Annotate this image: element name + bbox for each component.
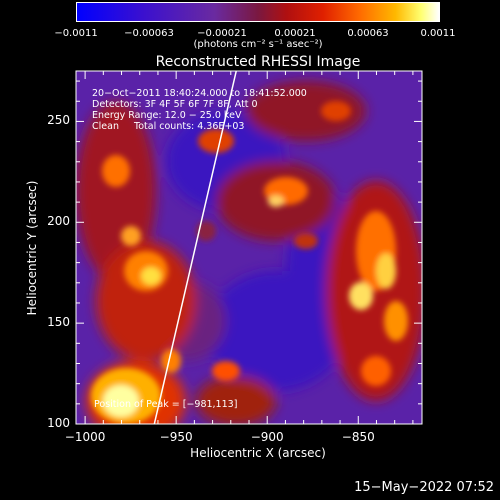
annotation-energy: Energy Range: 12.0 − 25.0 keV [92,110,242,121]
x-tick-label: −950 [159,430,193,444]
annotation-detectors: Detectors: 3F 4F 5F 6F 7F 8F, Att 0 [92,99,258,110]
x-tick-label: −1000 [64,430,106,444]
colorbar-tick: 0.0011 [420,28,456,39]
annotation-counts: Clean Total counts: 4.36E+03 [92,121,245,132]
x-tick-label: −850 [341,430,375,444]
heatmap-canvas [76,71,422,424]
colorbar-tick: −0.00021 [197,28,247,39]
solar-limb-line [153,70,237,425]
heatmap-image [76,71,422,424]
colorbar-gradient [77,3,439,21]
y-tick-label: 200 [47,214,70,229]
colorbar-tick: 0.00063 [347,28,389,39]
timestamp-footer: 15−May−2022 07:52 [354,480,494,495]
colorbar-tick: −0.00063 [124,28,174,39]
colorbar [76,2,440,22]
annotation-time-range: 20−Oct−2011 18:40:24.000 to 18:41:52.000 [92,88,307,99]
x-tick-label: −900 [250,430,284,444]
y-axis-label: Heliocentric Y (arcsec) [25,180,39,316]
y-tick-label: 100 [47,416,70,430]
colorbar-tick: −0.0011 [54,28,98,39]
annotation-peak-position: Position of Peak = [−981,113] [94,399,238,410]
colorbar-tick: 0.00021 [274,28,316,39]
x-axis-label: Heliocentric X (arcsec) [190,446,326,460]
colorbar-unit: (photons cm⁻² s⁻¹ asec⁻²) [193,39,323,50]
chart-title: Reconstructed RHESSI Image [155,54,361,70]
y-tick-label: 150 [47,315,70,330]
y-tick-label: 250 [47,113,70,128]
